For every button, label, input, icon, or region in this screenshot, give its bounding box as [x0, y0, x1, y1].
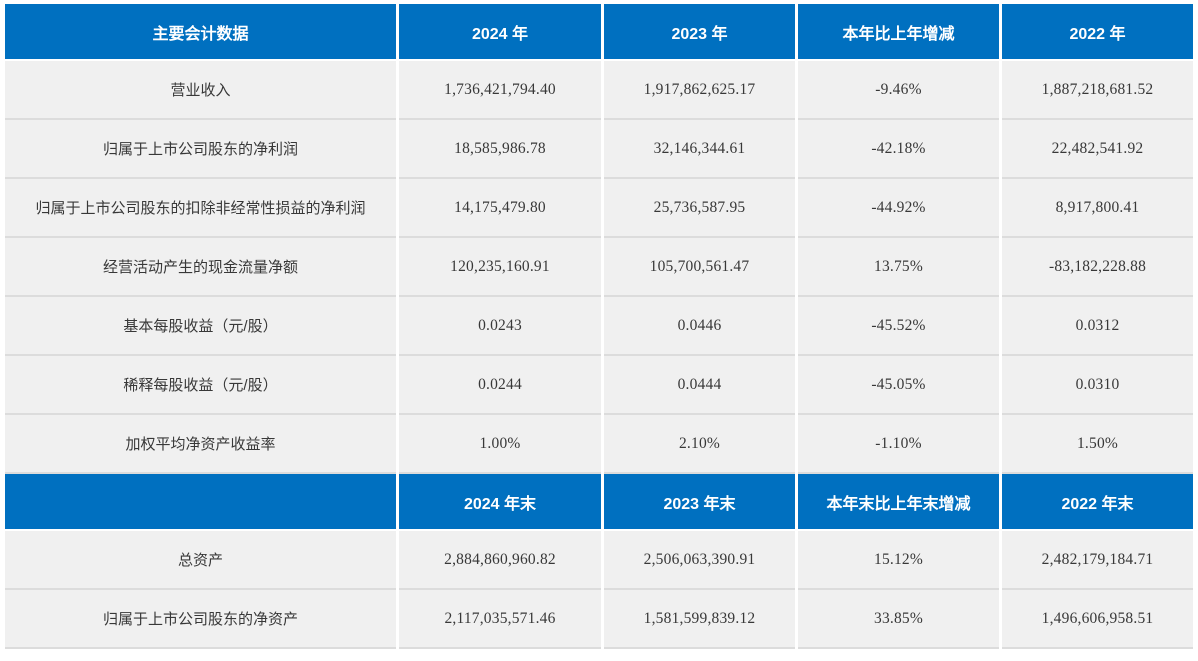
section1-header-row: 主要会计数据 2024 年 2023 年 本年比上年增减 2022 年 — [5, 4, 1193, 61]
value-2022-end: 2,482,179,184.71 — [1002, 531, 1193, 590]
header-2022-end: 2022 年末 — [1002, 474, 1193, 531]
value-2023: 105,700,561.47 — [604, 238, 795, 297]
row-label: 经营活动产生的现金流量净额 — [5, 238, 396, 297]
value-change: -45.05% — [798, 356, 999, 415]
value-change: -44.92% — [798, 179, 999, 238]
value-change: -45.52% — [798, 297, 999, 356]
table-row-diluted-eps: 稀释每股收益（元/股） 0.0244 0.0444 -45.05% 0.0310 — [5, 356, 1193, 415]
value-2023: 2.10% — [604, 415, 795, 474]
value-change: 15.12% — [798, 531, 999, 590]
row-label: 归属于上市公司股东的扣除非经常性损益的净利润 — [5, 179, 396, 238]
header-accounting-data: 主要会计数据 — [5, 4, 396, 61]
value-2024: 0.0244 — [399, 356, 601, 415]
value-2023: 0.0444 — [604, 356, 795, 415]
header-2023-end: 2023 年末 — [604, 474, 795, 531]
header-2024: 2024 年 — [399, 4, 601, 61]
value-2023: 25,736,587.95 — [604, 179, 795, 238]
table-row-net-assets: 归属于上市公司股东的净资产 2,117,035,571.46 1,581,599… — [5, 590, 1193, 649]
table-row-operating-cash-flow: 经营活动产生的现金流量净额 120,235,160.91 105,700,561… — [5, 238, 1193, 297]
header-2023: 2023 年 — [604, 4, 795, 61]
value-2023-end: 2,506,063,390.91 — [604, 531, 795, 590]
value-2023: 1,917,862,625.17 — [604, 61, 795, 120]
value-change: -9.46% — [798, 61, 999, 120]
value-2022: 0.0312 — [1002, 297, 1193, 356]
value-change: -42.18% — [798, 120, 999, 179]
row-label: 总资产 — [5, 531, 396, 590]
value-change: -1.10% — [798, 415, 999, 474]
value-2022: 1,887,218,681.52 — [1002, 61, 1193, 120]
value-2022: 1.50% — [1002, 415, 1193, 474]
value-2022: 8,917,800.41 — [1002, 179, 1193, 238]
value-2022-end: 1,496,606,958.51 — [1002, 590, 1193, 649]
row-label: 稀释每股收益（元/股） — [5, 356, 396, 415]
value-2024: 1,736,421,794.40 — [399, 61, 601, 120]
value-2024-end: 2,117,035,571.46 — [399, 590, 601, 649]
value-2024: 120,235,160.91 — [399, 238, 601, 297]
value-2023-end: 1,581,599,839.12 — [604, 590, 795, 649]
header-2022: 2022 年 — [1002, 4, 1193, 61]
value-2022: 22,482,541.92 — [1002, 120, 1193, 179]
table-row-net-profit-excl-nonrecurring: 归属于上市公司股东的扣除非经常性损益的净利润 14,175,479.80 25,… — [5, 179, 1193, 238]
financial-summary-table: 主要会计数据 2024 年 2023 年 本年比上年增减 2022 年 营业收入… — [5, 4, 1193, 649]
header-yoy-change: 本年比上年增减 — [798, 4, 999, 61]
value-change: 33.85% — [798, 590, 999, 649]
value-2023: 32,146,344.61 — [604, 120, 795, 179]
value-2023: 0.0446 — [604, 297, 795, 356]
header-blank — [5, 474, 396, 531]
header-2024-end: 2024 年末 — [399, 474, 601, 531]
table-row-net-profit: 归属于上市公司股东的净利润 18,585,986.78 32,146,344.6… — [5, 120, 1193, 179]
header-yearend-change: 本年末比上年末增减 — [798, 474, 999, 531]
row-label: 加权平均净资产收益率 — [5, 415, 396, 474]
value-2024: 1.00% — [399, 415, 601, 474]
table-row-weighted-avg-roe: 加权平均净资产收益率 1.00% 2.10% -1.10% 1.50% — [5, 415, 1193, 474]
table-row-total-assets: 总资产 2,884,860,960.82 2,506,063,390.91 15… — [5, 531, 1193, 590]
value-2024: 18,585,986.78 — [399, 120, 601, 179]
table-row-basic-eps: 基本每股收益（元/股） 0.0243 0.0446 -45.52% 0.0312 — [5, 297, 1193, 356]
value-2024-end: 2,884,860,960.82 — [399, 531, 601, 590]
row-label: 基本每股收益（元/股） — [5, 297, 396, 356]
table-row-operating-revenue: 营业收入 1,736,421,794.40 1,917,862,625.17 -… — [5, 61, 1193, 120]
row-label: 归属于上市公司股东的净利润 — [5, 120, 396, 179]
value-2024: 14,175,479.80 — [399, 179, 601, 238]
value-change: 13.75% — [798, 238, 999, 297]
value-2022: -83,182,228.88 — [1002, 238, 1193, 297]
row-label: 归属于上市公司股东的净资产 — [5, 590, 396, 649]
row-label: 营业收入 — [5, 61, 396, 120]
value-2022: 0.0310 — [1002, 356, 1193, 415]
value-2024: 0.0243 — [399, 297, 601, 356]
section2-header-row: 2024 年末 2023 年末 本年末比上年末增减 2022 年末 — [5, 474, 1193, 531]
